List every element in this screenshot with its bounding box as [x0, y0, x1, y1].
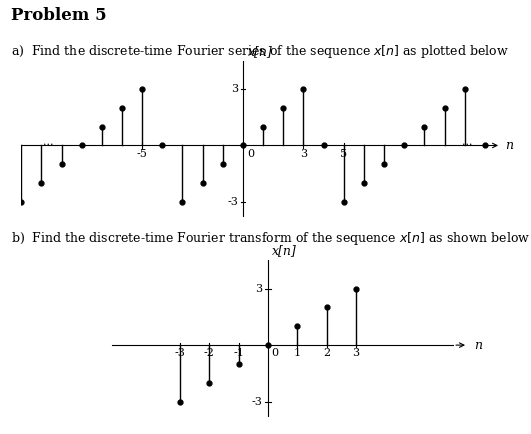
Text: 2: 2 [323, 349, 330, 358]
Text: 3: 3 [353, 349, 359, 358]
Text: 0: 0 [247, 149, 254, 159]
Text: 3: 3 [255, 284, 262, 294]
Text: -3: -3 [251, 397, 262, 407]
Text: 3: 3 [300, 149, 307, 159]
Text: 1: 1 [294, 349, 301, 358]
Text: -5: -5 [137, 149, 148, 159]
Text: -1: -1 [233, 349, 244, 358]
Text: ...: ... [463, 137, 473, 147]
Text: 0: 0 [271, 349, 278, 358]
Text: -3: -3 [174, 349, 185, 358]
Text: 3: 3 [231, 84, 238, 94]
Text: x[n]: x[n] [272, 244, 297, 257]
Text: ...: ... [44, 137, 54, 147]
Text: n: n [505, 139, 513, 152]
Text: b)  Find the discrete-time Fourier transform of the sequence $x[n]$ as shown bel: b) Find the discrete-time Fourier transf… [11, 230, 530, 247]
Text: x[n]: x[n] [248, 45, 273, 58]
Text: 5: 5 [340, 149, 347, 159]
Text: n: n [474, 339, 482, 352]
Text: a)  Find the discrete-time Fourier series of the sequence $x[n]$ as plotted belo: a) Find the discrete-time Fourier series… [11, 43, 508, 60]
Text: -2: -2 [204, 349, 215, 358]
Text: -3: -3 [227, 197, 238, 207]
Text: Problem 5: Problem 5 [11, 7, 106, 23]
